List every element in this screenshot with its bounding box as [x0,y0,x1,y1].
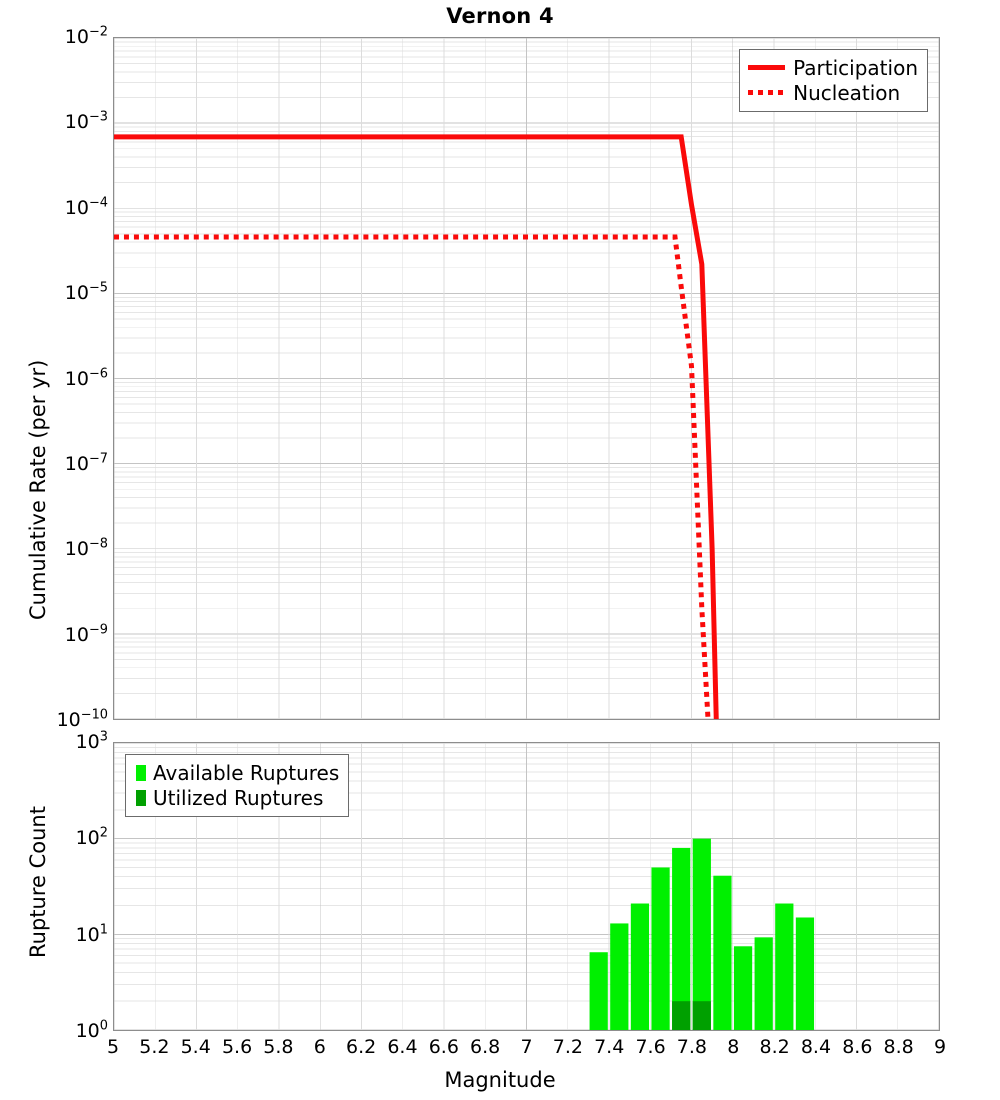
xtick-label: 5 [106,1036,120,1058]
green-square-icon [136,764,146,781]
top-panel-legend: Participation Nucleation [739,49,928,112]
ytick-label: 101 [75,922,108,946]
xtick-label: 7.6 [635,1036,666,1058]
ytick-label: 10−3 [64,110,108,134]
legend-item-participation[interactable]: Participation [748,55,918,80]
xtick-label: 6.8 [470,1036,501,1058]
ytick-label: 102 [75,826,108,850]
ytick-label: 103 [75,729,108,753]
xtick-label: 5.4 [180,1036,211,1058]
xtick-label: 5.2 [139,1036,170,1058]
legend-label-utilized-ruptures: Utilized Ruptures [153,785,324,810]
legend-label-available-ruptures: Available Ruptures [153,760,340,785]
xtick-label: 6.6 [428,1036,459,1058]
legend-item-utilized-ruptures[interactable]: Utilized Ruptures [134,785,339,810]
xtick-label: 6.4 [387,1036,418,1058]
ytick-label: 10−4 [64,195,108,219]
xtick-label: 7.8 [676,1036,707,1058]
xtick-label: 7.2 [552,1036,583,1058]
top-panel-gridlines [114,38,939,719]
xtick-label: 8.4 [800,1036,832,1058]
figure-title: Vernon 4 [446,4,554,28]
xtick-label: 8.2 [759,1036,790,1058]
ytick-label: 10−9 [64,622,108,646]
xtick-label: 6.2 [345,1036,377,1058]
dotted-line-icon [748,90,786,95]
ytick-label: 10−7 [64,451,108,475]
bottom-panel-yaxis-title: Rupture Count [26,806,50,958]
ytick-label: 10−5 [64,280,108,305]
xtick-label: 5.8 [263,1036,294,1058]
xtick-label: 7.4 [594,1036,625,1058]
xtick-label: 8 [727,1036,740,1058]
ytick-label: 10−10 [56,707,108,731]
xtick-label: 7 [520,1036,533,1058]
ytick-label: 10−2 [64,24,108,48]
xtick-label: 9 [933,1036,947,1058]
cumulative-rate-plot: Participation Nucleation [113,37,940,720]
top-panel-curves [114,134,719,719]
legend-label-nucleation: Nucleation [793,80,901,105]
top-panel-yaxis-title: Cumulative Rate (per yr) [26,359,50,620]
dark-green-square-icon [136,789,146,806]
bottom-panel-legend: Available Ruptures Utilized Ruptures [125,754,350,817]
xtick-label: 8.8 [883,1036,914,1058]
legend-item-nucleation[interactable]: Nucleation [748,80,918,105]
legend-label-participation: Participation [793,55,918,80]
rupture-count-plot: Available Ruptures Utilized Ruptures [113,742,940,1031]
xaxis-title: Magnitude [444,1068,556,1092]
ytick-label: 10−6 [64,366,108,390]
xtick-label: 5.6 [221,1036,253,1058]
xtick-label: 6 [313,1036,326,1058]
legend-item-available-ruptures[interactable]: Available Ruptures [134,760,339,785]
ytick-label: 10−8 [64,536,108,561]
ytick-label: 100 [75,1018,108,1042]
xtick-label: 8.6 [842,1036,873,1058]
solid-line-icon [748,65,786,70]
